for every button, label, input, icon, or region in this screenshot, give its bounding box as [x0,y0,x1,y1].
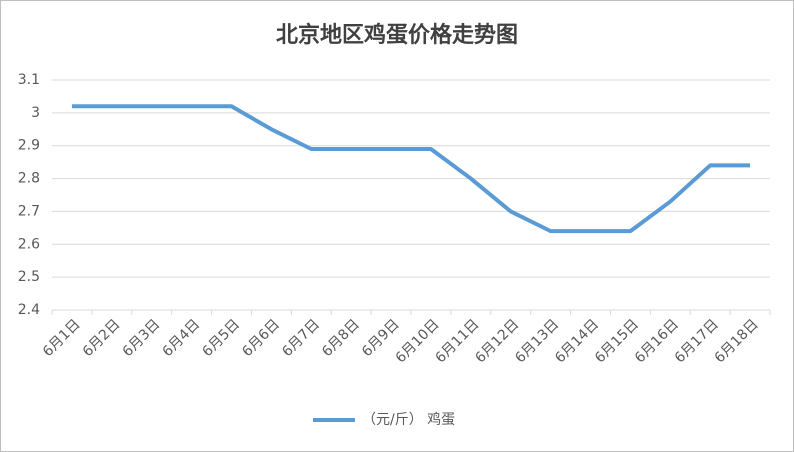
y-tick-label: 2.4 [18,302,40,318]
chart-title: 北京地区鸡蛋价格走势图 [276,22,518,48]
y-tick-label: 2.7 [18,203,40,219]
y-tick-label: 2.6 [18,236,40,252]
y-tick-label: 2.8 [18,171,40,187]
y-tick-label: 3.1 [18,72,40,88]
data-line [71,104,751,234]
y-tick-label: 2.9 [18,138,40,154]
y-tick-label: 3 [31,105,40,121]
y-tick-label: 2.5 [18,269,40,285]
legend-label: （元/斤） 鸡蛋 [362,411,455,428]
